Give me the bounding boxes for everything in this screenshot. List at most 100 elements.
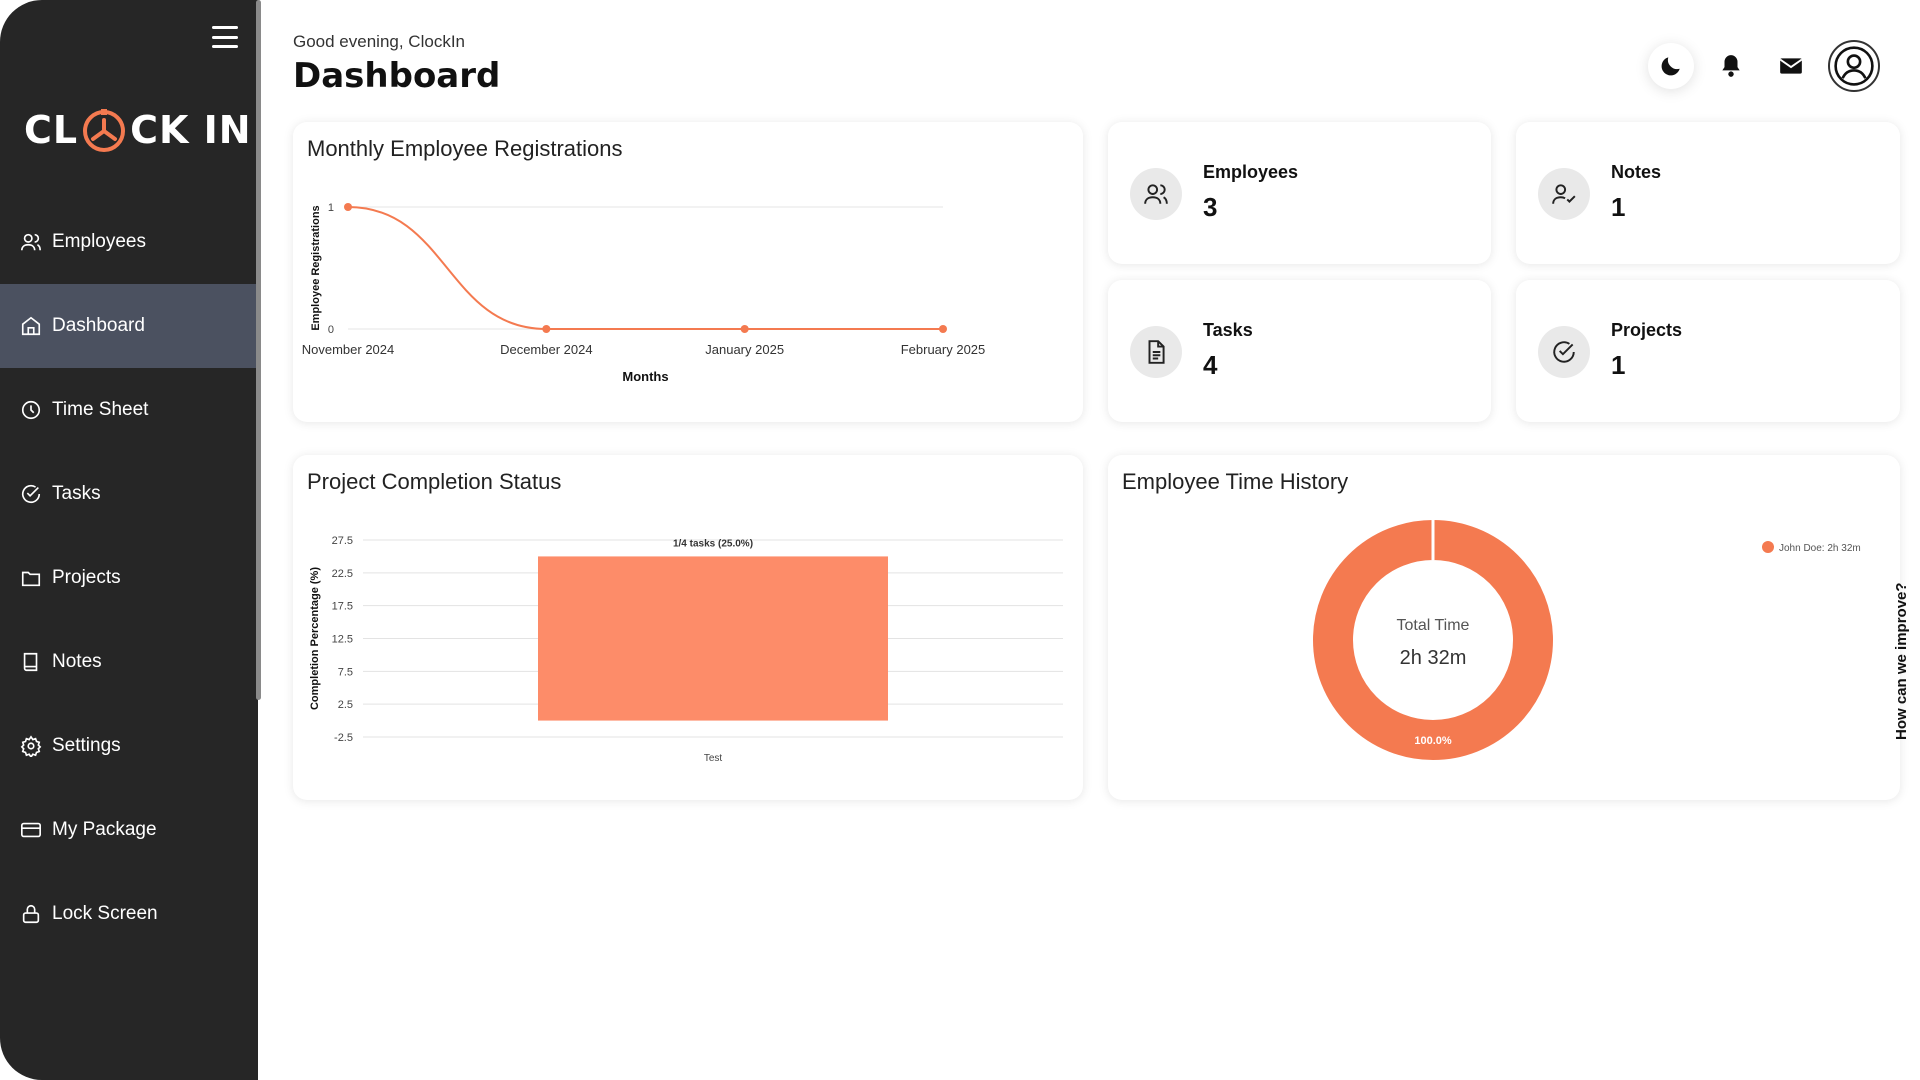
x-axis-label: Months (622, 369, 668, 384)
header-actions (1648, 40, 1880, 92)
clockin-logo: CL CK IN (24, 100, 252, 160)
legend-label: John Doe: 2h 32m (1779, 543, 1861, 554)
stat-label: Projects (1611, 320, 1683, 340)
folder-icon (21, 571, 41, 587)
messages-button[interactable] (1768, 43, 1814, 89)
stat-value: 1 (1611, 350, 1626, 380)
sidebar-item-my-package[interactable]: My Package (0, 788, 256, 872)
stat-label: Employees (1203, 162, 1299, 182)
data-point (939, 325, 947, 333)
donut-center-label: Total Time (1397, 617, 1470, 634)
notes-stat-icon (1538, 168, 1590, 220)
stat-value: 3 (1203, 192, 1218, 222)
y-tick-label: 0 (328, 324, 334, 336)
employees-stat-icon (1130, 168, 1182, 220)
sidebar-item-label: Tasks (52, 483, 101, 504)
sidebar-item-projects[interactable]: Projects (0, 536, 256, 620)
data-point (740, 325, 749, 333)
registrations-chart-title: Monthly Employee Registrations (307, 136, 623, 161)
sidebar-edge (258, 960, 262, 1080)
donut-center-value: 2h 32m (1400, 647, 1467, 669)
sidebar-item-lock-screen[interactable]: Lock Screen (0, 872, 256, 956)
project-completion-card: Project Completion Status 27.5 22.5 17.5 12… (293, 455, 1083, 800)
greeting-text: Good evening, ClockIn (293, 32, 465, 51)
y-tick-label: 1 (328, 202, 334, 214)
moon-icon (1661, 57, 1680, 76)
x-tick-label: Test (704, 753, 723, 764)
y-tick-label: 12.5 (332, 634, 353, 646)
sidebar-item-tasks[interactable]: Tasks (0, 452, 256, 536)
sidebar-item-label: My Package (52, 819, 157, 840)
sidebar-item-label: Settings (52, 735, 121, 756)
sidebar-item-label: Lock Screen (52, 903, 158, 924)
sidebar-item-time-sheet[interactable]: Time Sheet (0, 368, 256, 452)
bar-data-label: 1/4 tasks (25.0%) (673, 538, 753, 549)
feedback-tab[interactable]: How can we improve? (1893, 582, 1910, 740)
sidebar: CL CK IN Employees Dashboard Time Sheet … (0, 0, 258, 1080)
data-point (542, 325, 551, 333)
lock-icon (22, 904, 40, 924)
document-icon (1148, 340, 1165, 364)
hamburger-menu-icon[interactable] (212, 26, 238, 48)
legend-swatch (1762, 541, 1774, 553)
check-circle-icon (21, 484, 41, 504)
sidebar-scrollbar[interactable] (256, 0, 261, 700)
home-icon (21, 316, 41, 336)
x-tick-label: January 2025 (705, 342, 784, 357)
x-tick-label: November 2024 (302, 342, 395, 357)
notes-stat-card[interactable]: Notes 1 (1516, 122, 1900, 264)
series-line (347, 206, 943, 331)
user-check-icon (1552, 184, 1576, 204)
time-history-title: Employee Time History (1122, 469, 1349, 494)
sidebar-item-label: Employees (52, 231, 146, 252)
dark-mode-toggle[interactable] (1648, 43, 1694, 89)
y-axis-label: Employee Registrations (310, 205, 322, 330)
check-circle-icon (1553, 341, 1575, 363)
sidebar-item-label: Dashboard (52, 315, 145, 336)
time-history-donut-chart: 100.0% Total Time 2h 32m John Doe: 2h 32m (1313, 520, 1861, 760)
logo-clock-icon (83, 109, 126, 152)
y-tick-label: -2.5 (334, 732, 353, 744)
projects-stat-card[interactable]: Projects 1 (1516, 280, 1900, 422)
x-tick-label: February 2025 (901, 342, 986, 357)
data-point (344, 203, 352, 211)
y-tick-label: 2.5 (338, 699, 353, 711)
registrations-line-chart: 1 0 November 2024 December 2024 January 2025… (302, 202, 986, 384)
sidebar-item-label: Time Sheet (52, 399, 149, 420)
user-icon (1834, 46, 1874, 86)
tasks-stat-icon (1130, 326, 1182, 378)
sidebar-item-employees[interactable]: Employees (0, 200, 256, 284)
y-tick-label: 17.5 (332, 601, 353, 613)
logo-text-left: CL (24, 108, 79, 152)
stat-label: Notes (1611, 162, 1662, 182)
user-avatar[interactable] (1828, 40, 1880, 92)
sidebar-item-dashboard[interactable]: Dashboard (0, 284, 256, 368)
tasks-stat-card[interactable]: Tasks 4 (1108, 280, 1491, 422)
employees-stat-card[interactable]: Employees 3 (1108, 122, 1491, 264)
registrations-chart-card: Monthly Employee Registrations 1 0 Novembe… (293, 122, 1083, 422)
page-title: Dashboard (293, 56, 501, 96)
y-axis-label: Completion Percentage (%) (309, 567, 321, 710)
stat-label: Tasks (1203, 320, 1253, 340)
mail-icon (1779, 58, 1803, 74)
y-tick-label: 22.5 (332, 568, 353, 580)
sidebar-item-settings[interactable]: Settings (0, 704, 256, 788)
gear-icon (20, 735, 42, 757)
x-tick-label: December 2024 (500, 342, 593, 357)
notifications-button[interactable] (1708, 43, 1754, 89)
time-history-card: Employee Time History 100.0% Total Time 2h… (1108, 455, 1900, 800)
stat-value: 4 (1203, 350, 1218, 380)
card-icon (21, 822, 41, 838)
projects-stat-icon (1538, 326, 1590, 378)
logo-text-right: CK IN (130, 108, 252, 152)
sidebar-item-label: Projects (52, 567, 121, 588)
book-icon (23, 652, 38, 672)
bar (538, 556, 888, 721)
stat-value: 1 (1611, 192, 1626, 222)
sidebar-item-notes[interactable]: Notes (0, 620, 256, 704)
bell-icon (1722, 55, 1740, 77)
clock-icon (21, 400, 41, 420)
slice-percent-label: 100.0% (1414, 735, 1452, 747)
project-completion-title: Project Completion Status (307, 469, 562, 494)
sidebar-item-label: Notes (52, 651, 102, 672)
